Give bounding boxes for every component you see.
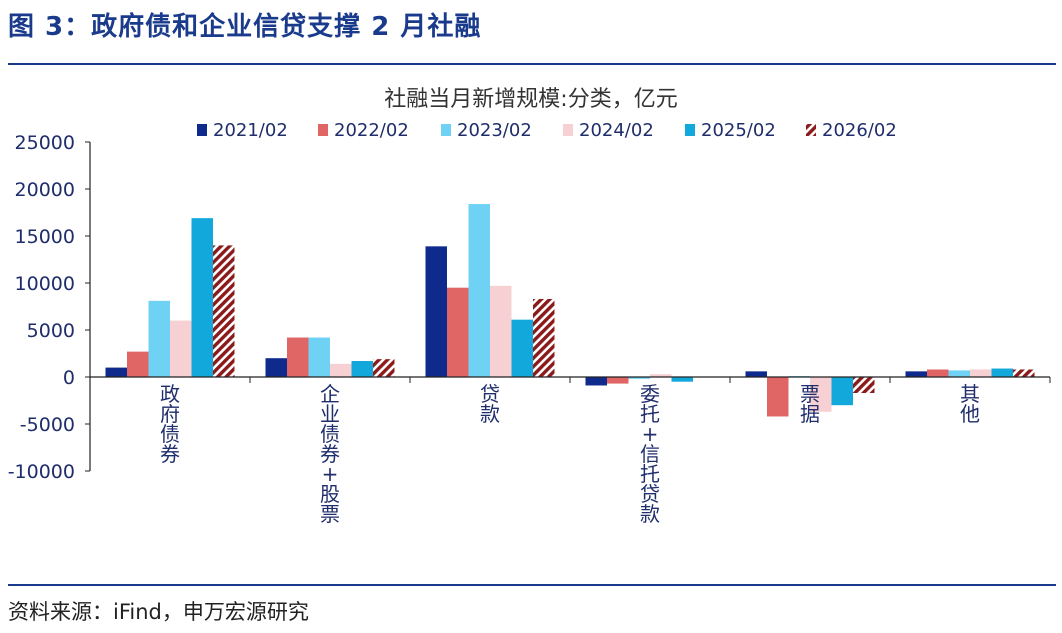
bar xyxy=(810,377,832,412)
legend-item: 2024/02 xyxy=(563,120,654,141)
bar xyxy=(671,377,693,382)
chart-title: 社融当月新增规模:分类，亿元 xyxy=(384,87,677,112)
figure-title: 图 3：政府债和企业信贷支撑 2 月社融 xyxy=(8,12,482,42)
legend-label: 2023/02 xyxy=(457,120,532,141)
bar xyxy=(308,337,330,377)
x-axis: 政府债券 企业债券+股票 贷款 委托+信托贷款 票据 其他 xyxy=(89,376,1051,526)
bar xyxy=(127,351,149,377)
y-tick-label: 0 xyxy=(63,367,75,389)
x-tick-label: 票据 xyxy=(800,382,820,426)
bar xyxy=(585,377,607,386)
y-tick-label: -5000 xyxy=(20,414,75,436)
bar xyxy=(425,246,447,377)
x-tick-label: 其他 xyxy=(960,382,980,426)
legend: 2021/02 2022/02 2023/02 2024/02 2025/02 2026/… xyxy=(197,120,897,141)
legend-swatch xyxy=(563,124,573,136)
legend-label: 2025/02 xyxy=(701,120,776,141)
legend-swatch xyxy=(197,124,207,136)
legend-label: 2026/02 xyxy=(822,120,897,141)
y-axis: 25000 20000 15000 10000 5000 0 -5000 -10000 xyxy=(8,132,91,483)
y-tick-label: 20000 xyxy=(15,179,75,201)
bar xyxy=(490,285,512,377)
legend-item: 2023/02 xyxy=(441,120,532,141)
bar xyxy=(650,374,672,377)
bar xyxy=(533,298,555,377)
bar xyxy=(628,377,650,379)
bar xyxy=(287,337,309,377)
bar xyxy=(447,287,469,377)
bar xyxy=(105,367,127,377)
legend-label: 2022/02 xyxy=(334,120,409,141)
legend-item: 2022/02 xyxy=(318,120,409,141)
y-tick-label: 25000 xyxy=(15,132,75,154)
x-tick-label: 贷款 xyxy=(480,382,500,426)
y-tick-label: -10000 xyxy=(8,461,75,483)
y-tick-label: 15000 xyxy=(15,226,75,248)
bar xyxy=(213,245,235,377)
bar xyxy=(607,377,629,384)
bar xyxy=(351,361,373,377)
x-tick-label: 政府债券 xyxy=(160,382,180,466)
bar xyxy=(265,358,287,377)
bar xyxy=(970,369,992,377)
bar xyxy=(1013,369,1035,377)
x-tick-label: 企业债券+股票 xyxy=(320,382,340,526)
bar xyxy=(905,371,927,377)
bar xyxy=(191,218,213,377)
bar xyxy=(373,359,395,377)
bar xyxy=(853,377,875,393)
legend-item: 2025/02 xyxy=(685,120,776,141)
legend-swatch xyxy=(318,124,328,136)
bar xyxy=(991,368,1013,377)
legend-label: 2021/02 xyxy=(213,120,288,141)
bar xyxy=(831,377,853,406)
legend-swatch xyxy=(441,124,451,136)
bar xyxy=(927,369,949,377)
header-rule xyxy=(8,63,1056,65)
footer-rule xyxy=(8,584,1056,586)
legend-item: 2026/02 xyxy=(806,120,897,141)
y-tick-label: 10000 xyxy=(15,273,75,295)
legend-item: 2021/02 xyxy=(197,120,288,141)
legend-swatch xyxy=(806,124,816,136)
bar xyxy=(148,300,170,377)
y-tick-label: 5000 xyxy=(27,320,75,342)
bar xyxy=(468,204,490,377)
bar xyxy=(330,363,352,377)
legend-label: 2024/02 xyxy=(579,120,654,141)
bars xyxy=(105,204,1035,417)
bar xyxy=(767,377,789,417)
source-note: 资料来源：iFind，申万宏源研究 xyxy=(8,600,309,624)
bar xyxy=(511,319,533,377)
chart: 社融当月新增规模:分类，亿元 2021/02 2022/02 2023/02 2024… xyxy=(8,87,1051,526)
bar xyxy=(170,320,192,377)
legend-swatch xyxy=(685,124,695,136)
x-tick-label: 委托+信托贷款 xyxy=(640,382,660,526)
bar xyxy=(948,370,970,377)
bar xyxy=(745,371,767,377)
